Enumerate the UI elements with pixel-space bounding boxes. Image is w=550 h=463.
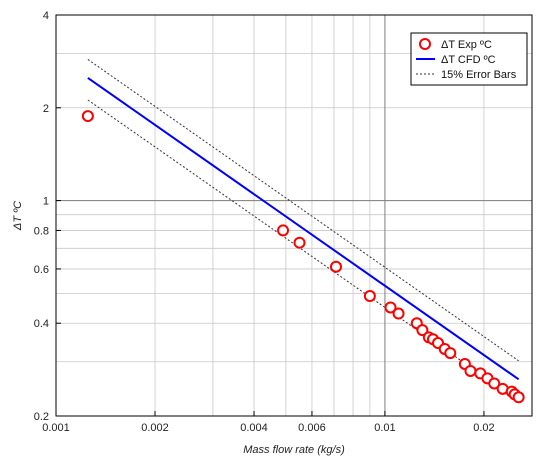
- exp-point: [444, 347, 457, 360]
- x-tick-label: 0.006: [298, 422, 326, 434]
- x-axis-title: Mass flow rate (kg/s): [243, 444, 345, 456]
- legend-error-label: 15% Error Bars: [441, 69, 517, 81]
- legend-cfd-label: ΔT CFD ºC: [441, 54, 496, 66]
- y-tick-label: 0.8: [34, 225, 49, 237]
- exp-point: [363, 290, 376, 303]
- exp-point: [512, 391, 525, 404]
- y-tick-label: 1: [43, 196, 49, 208]
- data-layer: [81, 59, 525, 404]
- exp-point: [384, 301, 397, 314]
- legend: ΔT Exp ºC ΔT CFD ºC 15% Error Bars: [410, 32, 528, 86]
- exp-point: [488, 377, 501, 390]
- y-tick-label: 0.6: [34, 264, 49, 276]
- exp-point: [416, 324, 429, 337]
- y-tick-label: 4: [43, 10, 49, 22]
- y-axis-title: ΔT ºC: [12, 201, 24, 231]
- y-tick-label: 0.2: [34, 411, 49, 423]
- exp-point: [329, 260, 342, 273]
- exp-point: [293, 236, 306, 249]
- x-tick-label: 0.01: [374, 422, 395, 434]
- plot-frame: [55, 14, 533, 417]
- exp-point: [277, 224, 290, 237]
- exp-point: [392, 307, 405, 320]
- y-tick-label: 0.4: [34, 318, 49, 330]
- legend-exp-label: ΔT Exp ºC: [441, 39, 492, 51]
- cfd-line: [87, 77, 520, 381]
- x-tick-label: 0.004: [240, 422, 268, 434]
- x-tick-label: 0.002: [141, 422, 169, 434]
- y-tick-label: 2: [43, 103, 49, 115]
- exp-point: [81, 110, 94, 123]
- exp-point: [464, 364, 477, 377]
- reference-lines: [56, 15, 532, 416]
- x-tick-label: 0.02: [473, 422, 494, 434]
- tick-layer: 0.001 0.002 0.004 0.006 0.01 0.02 0.2 0.4 0.6 0.8…: [34, 10, 495, 434]
- legend-exp-marker: [419, 38, 431, 50]
- x-tick-label: 0.001: [42, 422, 70, 434]
